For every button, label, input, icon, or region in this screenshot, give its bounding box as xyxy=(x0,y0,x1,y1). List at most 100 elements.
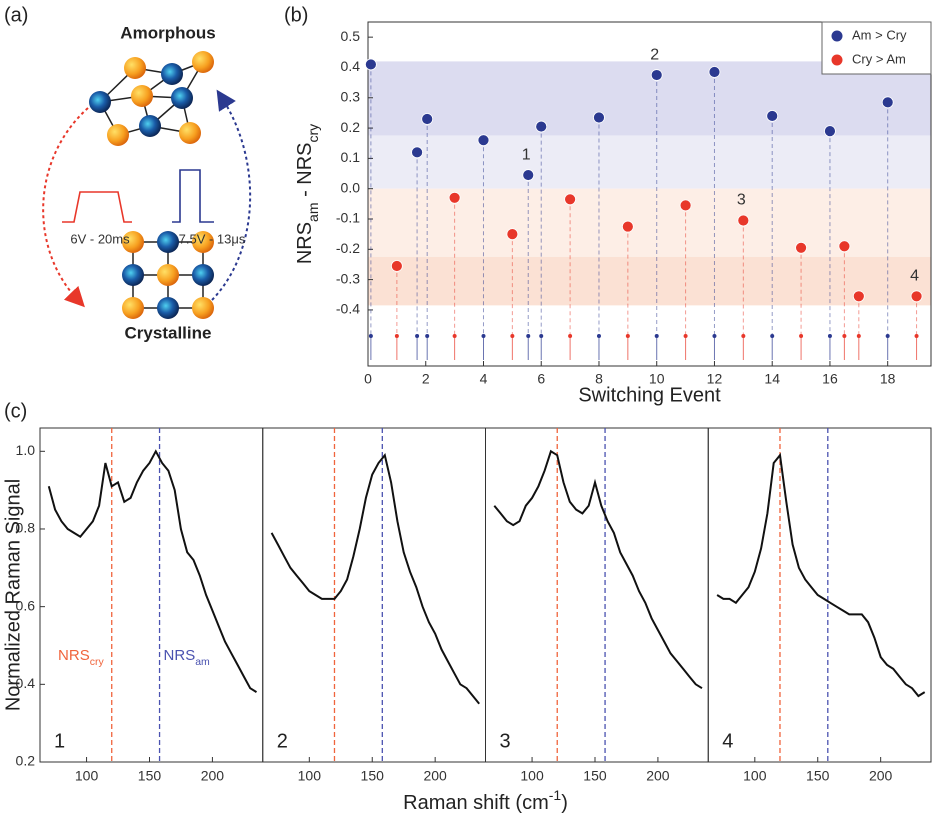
point xyxy=(708,66,721,78)
x-tick-label: 150 xyxy=(361,768,385,784)
y-tick-label: -0.3 xyxy=(336,270,360,286)
panel-number: 4 xyxy=(722,730,733,752)
panel-label: (a) xyxy=(4,4,28,26)
y-tick-label: 0.0 xyxy=(341,179,361,195)
panel-number: 3 xyxy=(500,730,511,752)
pin-head xyxy=(654,334,659,338)
pin-head xyxy=(368,334,373,338)
point xyxy=(477,134,490,147)
pulse-left xyxy=(62,191,132,223)
point xyxy=(448,191,461,204)
legend-label: Cry > Am xyxy=(852,51,906,66)
band xyxy=(368,188,931,257)
annotation: 3 xyxy=(737,192,746,209)
y-tick-label: -0.2 xyxy=(336,240,360,256)
x-tick-label: 150 xyxy=(583,768,607,784)
pin-head xyxy=(568,334,573,338)
top-label: Amorphous xyxy=(120,23,215,42)
x-tick-label: 200 xyxy=(646,768,670,784)
pin-head xyxy=(842,334,847,338)
x-tick-label: 150 xyxy=(806,768,830,784)
point xyxy=(838,240,851,253)
x-axis-label: Raman shift (cm-1) xyxy=(403,787,568,815)
marker-label: NRScry xyxy=(58,647,104,668)
pin-head xyxy=(712,334,717,338)
pin-head xyxy=(827,334,832,338)
arrow-crystallize xyxy=(42,107,89,308)
point xyxy=(824,125,836,138)
y-tick-label: 0.6 xyxy=(16,597,36,613)
pin-head xyxy=(596,334,601,338)
label-part: am xyxy=(195,656,210,668)
y-tick-label: 0.2 xyxy=(16,753,36,769)
point xyxy=(411,146,423,159)
label-part: -1 xyxy=(549,787,562,803)
y-tick-label: 0.2 xyxy=(341,119,361,135)
point xyxy=(593,111,605,124)
pin-head xyxy=(683,334,688,338)
panel-label: (b) xyxy=(284,4,308,26)
x-tick-label: 8 xyxy=(595,371,603,387)
label-part: Raman shift (cm xyxy=(403,792,549,814)
x-tick-label: 2 xyxy=(422,371,430,387)
legend-swatch xyxy=(831,30,843,42)
x-tick-label: 6 xyxy=(537,371,545,387)
pulse-right xyxy=(172,169,214,223)
point xyxy=(679,199,692,212)
pin-head xyxy=(625,334,630,338)
pin-head xyxy=(539,334,544,338)
x-tick-label: 100 xyxy=(298,768,322,784)
spectrum xyxy=(47,449,258,693)
plot-frame xyxy=(367,21,932,367)
schematic: (a) Amorphous 6V - 20ms 7.5V - 13μs Crys xyxy=(4,4,252,342)
point xyxy=(881,96,894,109)
panel-number: 2 xyxy=(277,730,288,752)
pin-head xyxy=(741,334,746,338)
y-tick-label: 1.0 xyxy=(16,442,36,458)
band xyxy=(368,135,931,189)
pin-head xyxy=(415,334,420,338)
label-part: am xyxy=(305,202,321,221)
x-tick-label: 200 xyxy=(201,768,225,784)
x-tick-label: 14 xyxy=(764,371,780,387)
y-tick-label: 0.8 xyxy=(16,520,36,536)
legend-swatch xyxy=(831,54,843,66)
point xyxy=(522,169,535,181)
x-tick-label: 150 xyxy=(138,768,162,784)
y-tick-label: 0.4 xyxy=(341,58,361,74)
pin-head xyxy=(510,334,515,338)
pin-head xyxy=(526,334,531,338)
annotation: 1 xyxy=(522,146,531,163)
point xyxy=(564,193,577,206)
legend-label: Am > Cry xyxy=(852,27,907,42)
label-part: NRS xyxy=(58,647,90,664)
pin-head xyxy=(394,334,399,338)
pin-head xyxy=(425,334,430,338)
pulse-right-label: 7.5V - 13μs xyxy=(179,231,246,246)
x-tick-label: 100 xyxy=(520,768,544,784)
spectrum xyxy=(493,449,703,690)
x-tick-label: 100 xyxy=(743,768,767,784)
y-tick-label: -0.4 xyxy=(336,301,360,317)
label-part: ) xyxy=(561,792,568,814)
crystal-atoms xyxy=(122,231,214,319)
x-tick-label: 200 xyxy=(423,768,447,784)
band xyxy=(368,256,931,306)
point xyxy=(421,113,434,125)
y-tick-label: 0.5 xyxy=(341,28,361,44)
x-tick-label: 10 xyxy=(649,371,665,387)
y-tick-label: 0.4 xyxy=(16,675,36,691)
x-tick-label: 0 xyxy=(364,371,372,387)
pin-head xyxy=(856,334,861,338)
label-part: - NRS xyxy=(294,142,316,202)
y-axis-label: Normalized Raman Signal xyxy=(2,479,24,711)
pin-head xyxy=(885,334,890,338)
pin-head xyxy=(452,334,457,338)
panel-number: 1 xyxy=(54,730,65,752)
x-tick-label: 100 xyxy=(75,768,99,784)
point xyxy=(621,220,634,233)
x-tick-label: 200 xyxy=(869,768,893,784)
bottom-label: Crystalline xyxy=(125,323,212,342)
